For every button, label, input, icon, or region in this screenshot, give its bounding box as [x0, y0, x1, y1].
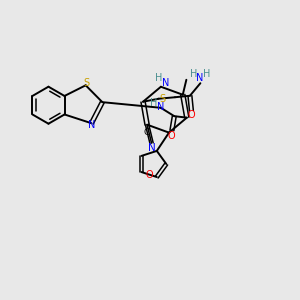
Text: O: O [167, 130, 175, 141]
Text: N: N [88, 120, 95, 130]
Text: O: O [145, 169, 153, 179]
Text: N: N [157, 102, 164, 112]
Text: C: C [144, 128, 150, 137]
Text: H: H [150, 98, 157, 108]
Text: H: H [190, 69, 197, 79]
Text: N: N [148, 143, 155, 153]
Text: H: H [155, 74, 162, 83]
Text: H: H [203, 69, 211, 79]
Text: N: N [162, 78, 169, 88]
Text: N: N [196, 74, 204, 83]
Text: S: S [83, 78, 89, 88]
Text: O: O [188, 110, 195, 121]
Text: S: S [160, 94, 166, 104]
